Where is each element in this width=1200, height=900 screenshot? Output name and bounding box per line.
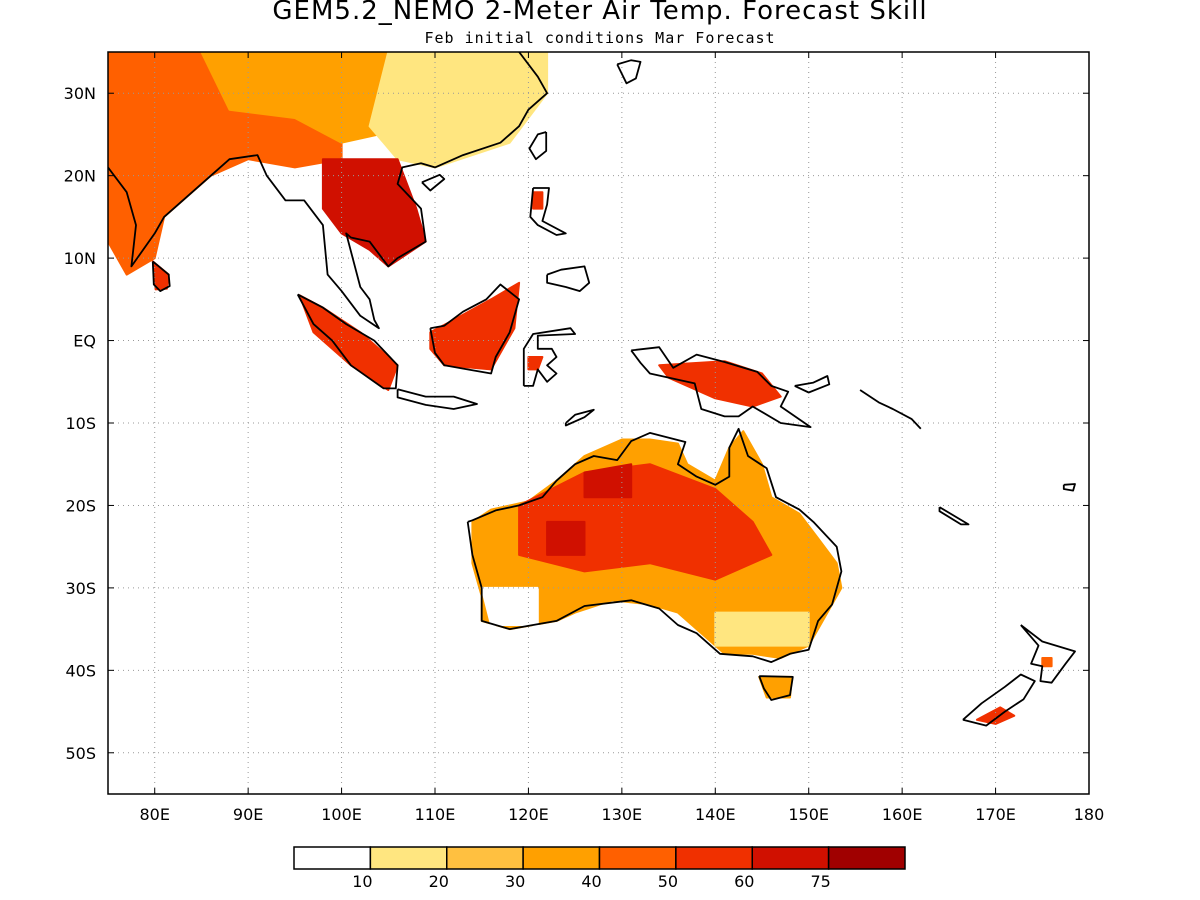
chart-title: GEM5.2_NEMO 2-Meter Air Temp. Forecast S… [272,0,928,26]
lon-tick-label: 100E [321,805,362,824]
colorbar-label: 50 [658,872,678,891]
lat-tick-label: 30N [64,84,96,103]
coastline-new-guinea [630,346,812,429]
lat-tick-label: 10S [65,414,96,433]
lat-tick-label: 50S [65,744,96,763]
coastline-sulawesi [522,327,576,387]
skill-region-new-zealand-north-island [1041,657,1053,668]
colorbar-label: 30 [505,872,525,891]
skill-region-new-guinea [658,360,782,408]
colorbar-swatch [751,846,830,870]
lat-tick-label: 30S [65,579,96,598]
lat-tick-label: EQ [73,332,96,351]
coastline-australia [466,427,843,663]
skill-region-interior-hotspot [546,520,586,556]
coastline-fiji [1062,483,1076,492]
coastline-java [396,388,478,410]
lon-tick-label: 110E [415,805,456,824]
colorbar-label: 10 [352,872,372,891]
lon-tick-label: 180 [1074,805,1105,824]
colorbar-swatch [827,846,906,870]
lon-tick-label: 160E [882,805,923,824]
colorbar: 10 20 30 40 50 60 75 [293,846,906,891]
lat-tick-label: 40S [65,661,96,680]
coastline-luzon [529,187,567,236]
lat-tick-label: 20S [65,496,96,515]
axis-tick-labels: 80E 90E 100E 110E 120E 130E 140E 150E 160E 170E 18… [64,52,1105,824]
colorbar-swatch [675,846,753,870]
skill-shading-layer [108,52,1053,725]
graticule-grid [108,52,1089,794]
skill-region-sulawesi [527,356,544,371]
coastline-solomon-islands [859,389,922,430]
coastline-asia-coast [108,52,548,330]
coastline-tasmania [758,675,794,701]
skill-region-sumatra [298,294,399,391]
colorbar-label: 20 [429,872,449,891]
colorbar-label: 40 [581,872,601,891]
coastline-timor [564,408,595,427]
coastline-mindanao [546,265,591,293]
coastline-new-zealand-north-island [1020,624,1076,684]
lon-tick-label: 80E [139,805,169,824]
coastline-sri-lanka [151,260,171,293]
lon-tick-label: 90E [233,805,263,824]
colorbar-label: 60 [734,872,754,891]
lat-tick-label: 20N [64,167,96,186]
lon-tick-label: 150E [788,805,829,824]
lon-tick-label: 140E [695,805,736,824]
coastline-new-caledonia [938,506,970,526]
coastline-japan-south [616,59,642,85]
skill-region-kimberley-hotspot [583,463,633,499]
lon-tick-label: 130E [602,805,643,824]
skill-region-northern-philippines [532,191,544,210]
colorbar-swatch [293,846,372,870]
coastline-taiwan [528,131,548,161]
colorbar-swatch [446,846,524,870]
skill-region-southeast-australia [714,611,810,647]
lon-tick-label: 170E [975,805,1016,824]
chart-subtitle: Feb initial conditions Mar Forecast [424,29,776,47]
coastline-layer [108,52,1076,727]
skill-region-southwest-australia [480,586,539,626]
colorbar-swatch [598,846,677,870]
lon-tick-label: 120E [508,805,549,824]
coastline-new-britain [794,375,831,394]
coastline-borneo [429,283,520,375]
colorbar-swatch [522,846,601,870]
coastline-sumatra [296,293,399,390]
coastline-hainan [421,173,446,192]
skill-region-eastern-china [368,52,549,169]
coastline-new-zealand-south-island [962,673,1036,727]
colorbar-label: 75 [810,872,830,891]
lat-tick-label: 10N [64,249,96,268]
colorbar-swatch [369,846,448,870]
